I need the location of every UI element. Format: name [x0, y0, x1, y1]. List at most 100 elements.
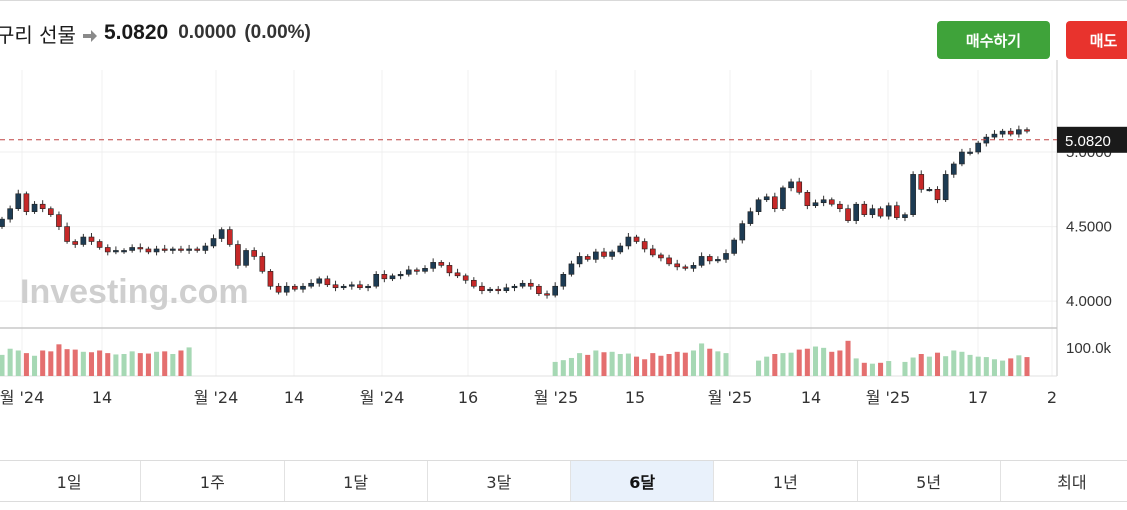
volume-bar — [715, 351, 721, 376]
candle — [519, 282, 526, 287]
candle — [373, 274, 380, 287]
candle — [674, 263, 681, 268]
volume-bar — [80, 351, 86, 376]
candle — [113, 250, 119, 253]
candle — [788, 181, 794, 189]
volume-bar — [975, 356, 981, 376]
volume-bar — [186, 347, 192, 376]
candle — [698, 256, 705, 266]
volume-bar — [552, 361, 558, 376]
x-tick-label: 17 — [968, 388, 988, 407]
volume-bar — [861, 362, 867, 376]
candle — [487, 288, 493, 292]
candle — [31, 203, 38, 212]
candle — [877, 208, 884, 217]
price-change: 0.0000 — [178, 22, 237, 43]
volume-bar — [113, 354, 119, 376]
candle — [202, 245, 209, 251]
candle — [226, 229, 233, 245]
volume-bar — [772, 354, 778, 376]
candle — [649, 248, 656, 256]
candle — [96, 241, 103, 248]
volume-bar — [97, 350, 103, 376]
candle — [967, 151, 973, 154]
volume-bar — [666, 354, 672, 376]
volume-bar — [170, 354, 176, 376]
candle — [853, 203, 859, 221]
buy-button[interactable]: 매수하기 — [937, 21, 1050, 59]
candle — [292, 285, 298, 290]
candle — [397, 274, 404, 277]
volume-bar — [837, 350, 843, 376]
candle — [454, 272, 461, 277]
candle — [641, 241, 648, 250]
candle — [682, 266, 689, 269]
candle — [348, 284, 355, 287]
candle — [796, 181, 803, 193]
candle — [658, 254, 664, 259]
candle — [584, 256, 591, 260]
volume-bar — [72, 349, 78, 376]
candle — [593, 251, 599, 260]
candle — [324, 278, 331, 286]
volume-bar — [869, 363, 875, 376]
volume-bar — [821, 347, 827, 376]
candle — [340, 285, 347, 289]
candle — [56, 214, 62, 227]
volume-bar — [756, 360, 762, 376]
range-tab-5[interactable]: 1년 — [713, 461, 856, 501]
candle — [999, 130, 1006, 135]
x-tick-label: 16 — [458, 388, 478, 407]
candle — [991, 133, 998, 138]
candle — [894, 205, 900, 218]
candle — [430, 262, 436, 269]
volume-bar — [943, 356, 949, 376]
candle — [438, 262, 445, 266]
volume-bar — [88, 352, 95, 376]
x-tick-label: 월 '25 — [866, 388, 911, 407]
volume-bar — [32, 355, 38, 376]
range-tab-4[interactable]: 6달 — [570, 461, 714, 501]
candle — [308, 282, 314, 287]
candle — [218, 229, 225, 239]
volume-bar — [951, 350, 957, 376]
range-tab-1[interactable]: 1주 — [140, 461, 283, 501]
candle — [975, 142, 982, 153]
volume-bar — [145, 353, 151, 376]
candle — [15, 193, 22, 209]
candle — [812, 202, 819, 207]
price-chart[interactable]: 4.00004.50005.0000Investing.com100.0k5.0… — [0, 60, 1127, 415]
candle — [316, 278, 323, 284]
candle — [926, 189, 933, 192]
candle — [633, 236, 640, 242]
x-tick-label: 15 — [625, 388, 645, 407]
sell-button[interactable]: 매도 — [1066, 21, 1127, 59]
candle — [861, 203, 868, 215]
range-tab-0[interactable]: 1일 — [56, 473, 82, 492]
volume-bar — [674, 351, 680, 376]
volume-bar — [959, 351, 965, 376]
volume-tick-label: 100.0k — [1066, 340, 1112, 357]
volume-bar — [64, 349, 70, 376]
candle — [950, 163, 957, 175]
candle — [462, 275, 469, 281]
range-tab-3[interactable]: 3달 — [426, 461, 570, 501]
range-tab-7[interactable]: 최대 — [999, 461, 1127, 501]
range-tab-6[interactable]: 5년 — [856, 461, 1000, 501]
volume-bar — [991, 359, 997, 376]
volume-bar — [105, 353, 111, 376]
volume-bar — [926, 356, 932, 376]
range-tab-2[interactable]: 1달 — [283, 461, 427, 501]
volume-bar — [878, 362, 884, 376]
candle — [706, 256, 713, 262]
candle — [552, 285, 558, 296]
candle — [47, 208, 54, 215]
volume-bar — [585, 354, 591, 376]
right-arrow-icon — [82, 27, 98, 42]
candle — [389, 275, 396, 280]
time-range-tabs: 1일 1주 1달 3달 6달 1년 5년 최대 — [0, 460, 1127, 502]
volume-bar — [1024, 357, 1030, 376]
volume-bar — [902, 361, 908, 376]
volume-bar — [23, 353, 29, 376]
candle — [121, 250, 127, 253]
